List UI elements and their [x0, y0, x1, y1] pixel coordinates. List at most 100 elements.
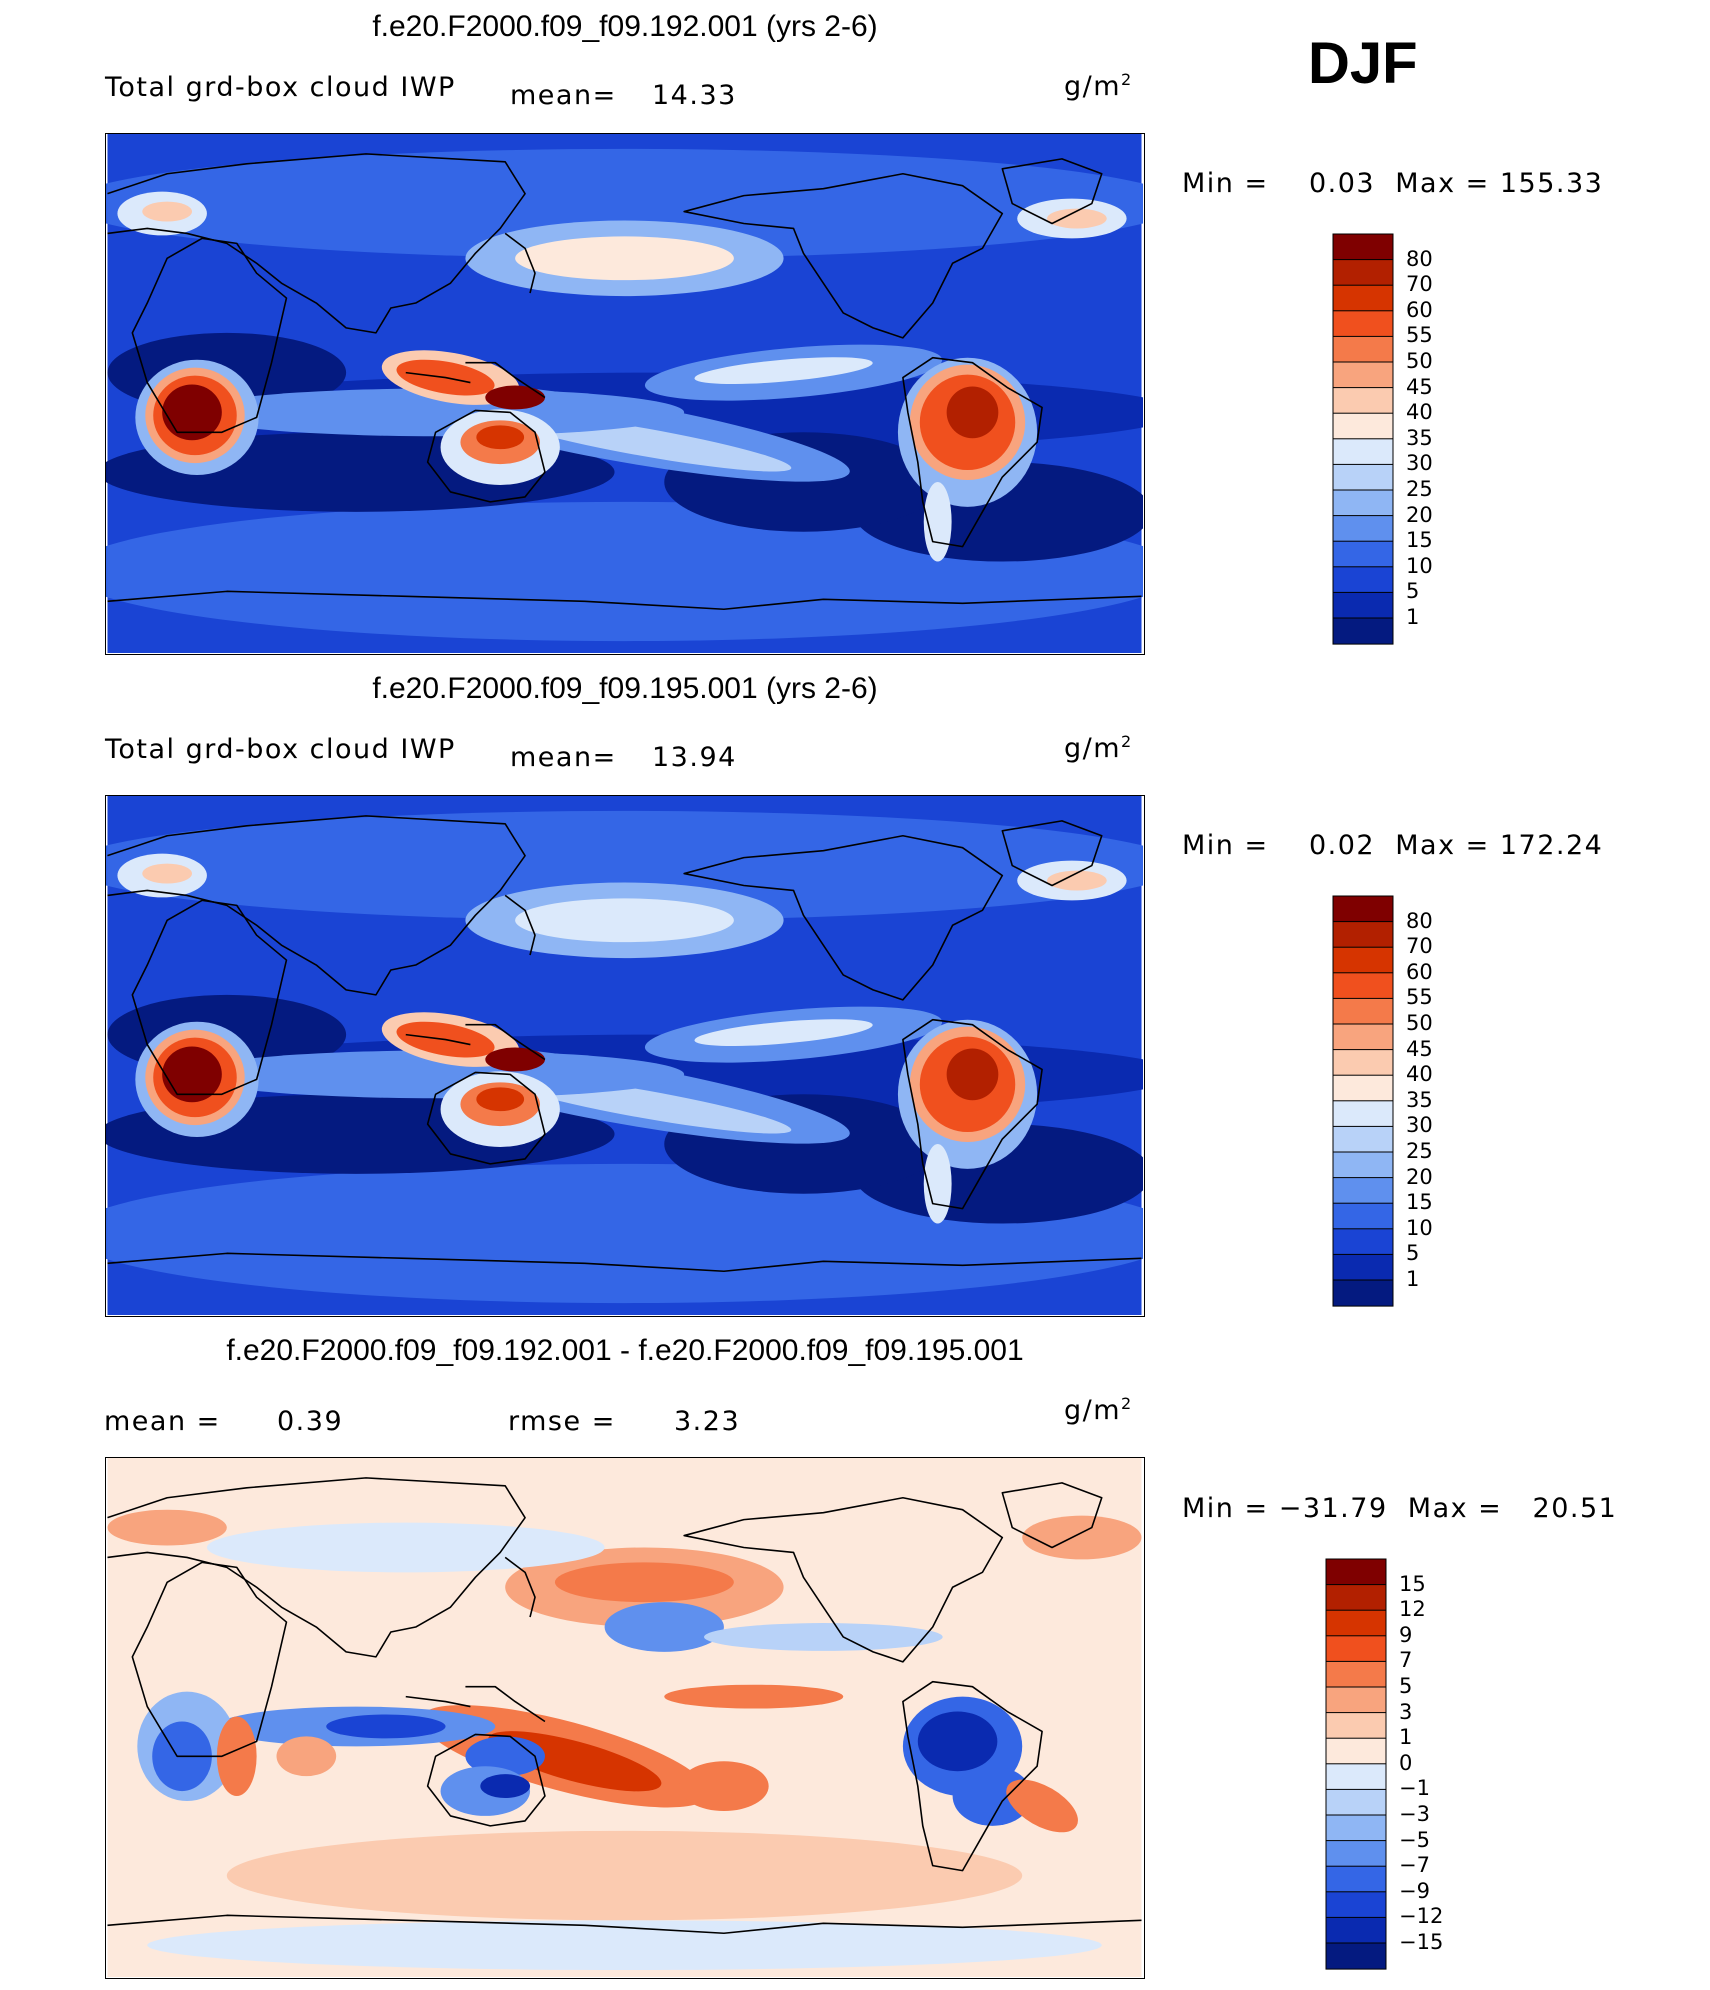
- colorbar-tick-label: 30: [1406, 451, 1433, 476]
- field-contour: [162, 384, 222, 441]
- north-america-coastline: [683, 172, 1004, 339]
- colorbar-swatch: [1332, 540, 1394, 568]
- colorbar-swatch: [1332, 310, 1394, 338]
- colorbar-tick-label: 45: [1406, 374, 1433, 399]
- south-america-coastline: [902, 1018, 1043, 1210]
- colorbar-tick-label: −9: [1399, 1878, 1430, 1903]
- colorbar-swatch: [1332, 438, 1394, 466]
- north-america-coastline: [683, 1496, 1004, 1663]
- colorbar-swatch: [1332, 335, 1394, 364]
- panel2-mean-label: mean=: [510, 742, 617, 773]
- field-contour: [106, 810, 1143, 921]
- panel3-field: [107, 1458, 1142, 1977]
- field-contour: [485, 385, 545, 410]
- colorbar-tick-label: 15: [1399, 1571, 1426, 1596]
- colorbar-swatch: [1332, 1074, 1394, 1102]
- colorbar-tick-label: 5: [1406, 579, 1420, 604]
- colorbar-swatch: [1332, 1100, 1394, 1128]
- colorbar-tick-label: 0: [1399, 1750, 1413, 1775]
- field-contour: [326, 1714, 446, 1739]
- panel3-mean-value: 0.39: [277, 1406, 344, 1437]
- colorbar-tick-label: 40: [1406, 1062, 1433, 1087]
- greenland-coastline: [1001, 158, 1103, 225]
- field-contour: [664, 1684, 844, 1709]
- australia-coastline: [426, 1733, 546, 1827]
- field-contour: [206, 1522, 605, 1573]
- colorbar-tick-label: 15: [1406, 528, 1433, 553]
- colorbar-tick-label: 35: [1406, 425, 1433, 450]
- colorbar-swatch: [1332, 617, 1394, 645]
- africa-coastline: [131, 1561, 288, 1758]
- panel3-rmse-value: 3.23: [674, 1406, 741, 1437]
- colorbar-tick-label: 60: [1406, 297, 1433, 322]
- colorbar-swatch: [1325, 1635, 1387, 1663]
- colorbar-swatch: [1332, 895, 1394, 923]
- panel1-units: g/m2: [1064, 70, 1133, 102]
- colorbar-swatch: [1332, 1202, 1394, 1230]
- panel1-variable: Total grd-box cloud IWP: [105, 72, 456, 103]
- field-contour: [187, 388, 685, 437]
- australia-coastline: [426, 409, 546, 503]
- panel1-title: f.e20.F2000.f09_f09.192.001 (yrs 2-6): [372, 10, 878, 43]
- colorbar-swatch: [1332, 233, 1394, 261]
- colorbar-swatch: [1325, 1660, 1387, 1689]
- panel3-units: g/m2: [1064, 1394, 1133, 1426]
- colorbar-swatch: [1332, 1049, 1394, 1077]
- colorbar-swatch: [1325, 1942, 1387, 1970]
- colorbar-tick-label: 12: [1399, 1597, 1426, 1622]
- field-contour: [952, 1766, 1033, 1826]
- colorbar-tick-label: 70: [1406, 934, 1433, 959]
- colorbar-swatch: [1332, 387, 1394, 415]
- colorbar-swatch: [1325, 1712, 1387, 1740]
- colorbar-swatch: [1332, 997, 1394, 1026]
- colorbar-swatch: [1332, 1228, 1394, 1256]
- colorbar-swatch: [1332, 1177, 1394, 1205]
- japan-coastline: [504, 1556, 536, 1618]
- panel2-field: [106, 796, 1143, 1315]
- colorbar-tick-label: −3: [1399, 1802, 1430, 1826]
- field-contour: [946, 386, 999, 439]
- colorbar-tick-label: 20: [1406, 502, 1433, 527]
- greenland-coastline: [1001, 1482, 1103, 1549]
- colorbar-swatch: [1332, 489, 1394, 517]
- colorbar-swatch: [1325, 1609, 1387, 1637]
- japan-coastline: [504, 232, 536, 294]
- field-contour: [1047, 870, 1107, 891]
- colorbar-swatch: [1332, 361, 1394, 389]
- antarctica-coastline: [107, 1914, 1142, 1935]
- field-contour: [142, 201, 192, 222]
- field-contour: [917, 1711, 998, 1772]
- colorbar-tick-label: 45: [1406, 1036, 1433, 1061]
- field-contour: [226, 1830, 1023, 1921]
- colorbar-swatch: [1325, 1840, 1387, 1868]
- colorbar-tick-label: 1: [1406, 1267, 1420, 1291]
- africa-coastline: [131, 899, 288, 1096]
- field-contour: [476, 1087, 525, 1112]
- field-contour: [1006, 1779, 1078, 1833]
- field-contour: [1022, 1515, 1142, 1560]
- field-contour: [147, 1920, 1102, 1971]
- colorbar-swatch: [1332, 412, 1394, 440]
- colorbar-tick-label: 7: [1399, 1648, 1413, 1673]
- panel1-mean-label: mean=: [510, 80, 617, 111]
- field-contour: [142, 863, 192, 884]
- colorbar-tick-label: 50: [1406, 1011, 1433, 1035]
- colorbar-swatch: [1332, 1023, 1394, 1051]
- colorbar-swatch: [1332, 463, 1394, 491]
- colorbar-swatch: [1332, 259, 1394, 287]
- japan-coastline: [504, 894, 536, 956]
- colorbar-tick-label: 3: [1399, 1699, 1413, 1724]
- colorbar-swatch: [1332, 921, 1394, 949]
- colorbar-swatch: [1325, 1558, 1387, 1586]
- field-contour: [515, 898, 734, 943]
- field-contour: [515, 236, 734, 281]
- colorbar-swatch: [1332, 1253, 1394, 1281]
- colorbar-tick-label: 20: [1406, 1164, 1433, 1189]
- colorbar-tick-label: 1: [1399, 1725, 1413, 1750]
- colorbar-tick-label: 55: [1406, 985, 1433, 1010]
- africa-coastline: [131, 237, 288, 434]
- field-contour: [604, 1602, 724, 1652]
- colorbar-tick-label: 25: [1406, 477, 1433, 501]
- field-contour: [162, 1046, 222, 1103]
- panel1-mean-value: 14.33: [652, 80, 737, 111]
